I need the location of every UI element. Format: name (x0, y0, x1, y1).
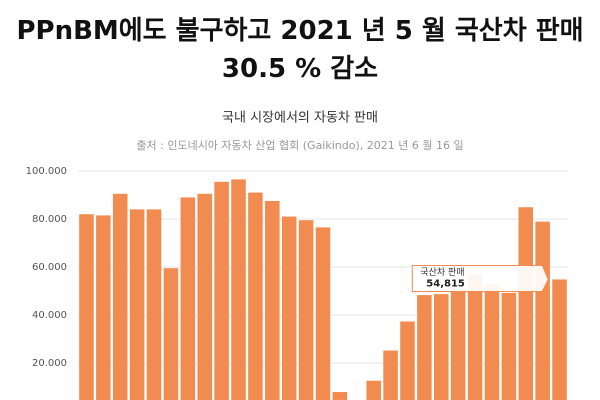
bar (315, 227, 331, 400)
bar (383, 350, 398, 400)
bar (248, 192, 263, 400)
y-tick-label: 60.000 (32, 262, 67, 273)
bar (518, 207, 534, 400)
bar (163, 268, 179, 400)
bar (79, 214, 94, 400)
y-tick-label: 20.000 (32, 358, 67, 369)
bar (400, 321, 415, 400)
chart-title: 국내 시장에서의 자동차 판매 (222, 111, 378, 126)
bar (366, 380, 381, 400)
bar (484, 284, 500, 400)
bar (180, 197, 196, 400)
bar (332, 392, 348, 400)
bar (467, 274, 483, 400)
y-tick-label: 40.000 (32, 310, 67, 321)
bar (146, 209, 162, 400)
tooltip-box (411, 264, 549, 292)
bar (281, 216, 297, 400)
bar (535, 221, 550, 400)
bar (231, 179, 246, 400)
chart-subtitle: 출처 : 인도네시아 자동차 산업 협회 (Gaikindo), 2021 년 … (136, 138, 463, 152)
bar (298, 220, 314, 400)
bar (197, 193, 212, 400)
bar (112, 193, 128, 400)
bar (214, 181, 229, 400)
bar (501, 292, 517, 400)
bar (96, 215, 111, 400)
headline: PPnBM에도 불구하고 2021 년 5 월 국산차 판매 30.5 % 감소 (16, 16, 584, 84)
bar (129, 209, 145, 400)
tooltip-series: 국산차 판매 (420, 266, 464, 278)
y-tick-label: 80.000 (32, 214, 67, 225)
tooltip-value: 54,815 (426, 278, 465, 289)
bar (552, 279, 567, 400)
y-tick-label: 100.000 (26, 166, 67, 177)
bar (417, 295, 432, 400)
bar (265, 201, 280, 400)
bar (450, 288, 466, 400)
bar (434, 294, 449, 400)
